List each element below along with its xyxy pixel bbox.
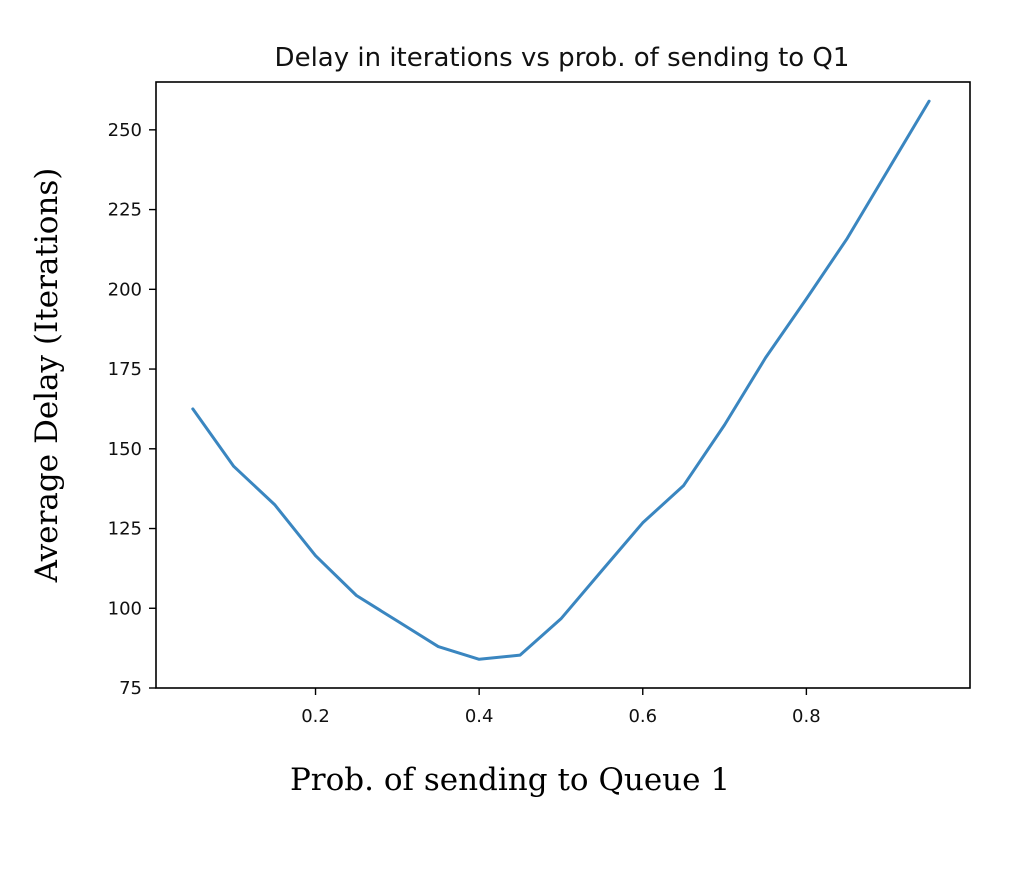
data-point <box>273 503 276 506</box>
data-point <box>355 594 358 597</box>
y-tick-label: 200 <box>108 279 142 300</box>
data-point <box>682 484 685 487</box>
x-axis-label: Prob. of sending to Queue 1 <box>290 762 730 798</box>
y-tick-label: 175 <box>108 359 142 380</box>
data-point <box>191 407 195 411</box>
x-tick-label: 0.8 <box>792 706 821 727</box>
y-axis: 75 100 125 150 175 200 225 250 <box>108 120 156 699</box>
data-point <box>437 645 440 648</box>
data-point <box>600 569 604 572</box>
x-tick-label: 0.2 <box>301 706 330 727</box>
plot-frame <box>155 81 971 689</box>
data-point <box>846 237 849 240</box>
y-tick-label: 100 <box>108 598 142 619</box>
y-axis-label: Average Delay (Iterations) <box>29 168 65 584</box>
y-tick-label: 75 <box>119 678 142 699</box>
chart-title: Delay in iterations vs prob. of sending … <box>275 43 850 73</box>
data-point <box>764 356 767 360</box>
y-tick-label: 150 <box>108 439 142 460</box>
series-layer <box>191 99 931 661</box>
y-tick-label: 250 <box>108 120 142 141</box>
x-tick-label: 0.6 <box>628 706 657 727</box>
data-point <box>886 168 890 171</box>
data-point <box>314 554 317 557</box>
data-point <box>641 521 644 524</box>
data-point <box>805 297 808 301</box>
data-point <box>396 619 399 623</box>
data-point <box>518 653 522 657</box>
data-point <box>927 99 931 103</box>
y-tick-label: 125 <box>108 519 142 540</box>
x-axis: 0.2 0.4 0.6 0.8 <box>301 688 821 727</box>
data-point <box>232 465 235 468</box>
data-point <box>559 617 563 620</box>
data-point <box>477 658 481 661</box>
x-tick-label: 0.4 <box>465 706 494 727</box>
y-tick-label: 225 <box>108 200 142 221</box>
data-point <box>723 423 726 427</box>
